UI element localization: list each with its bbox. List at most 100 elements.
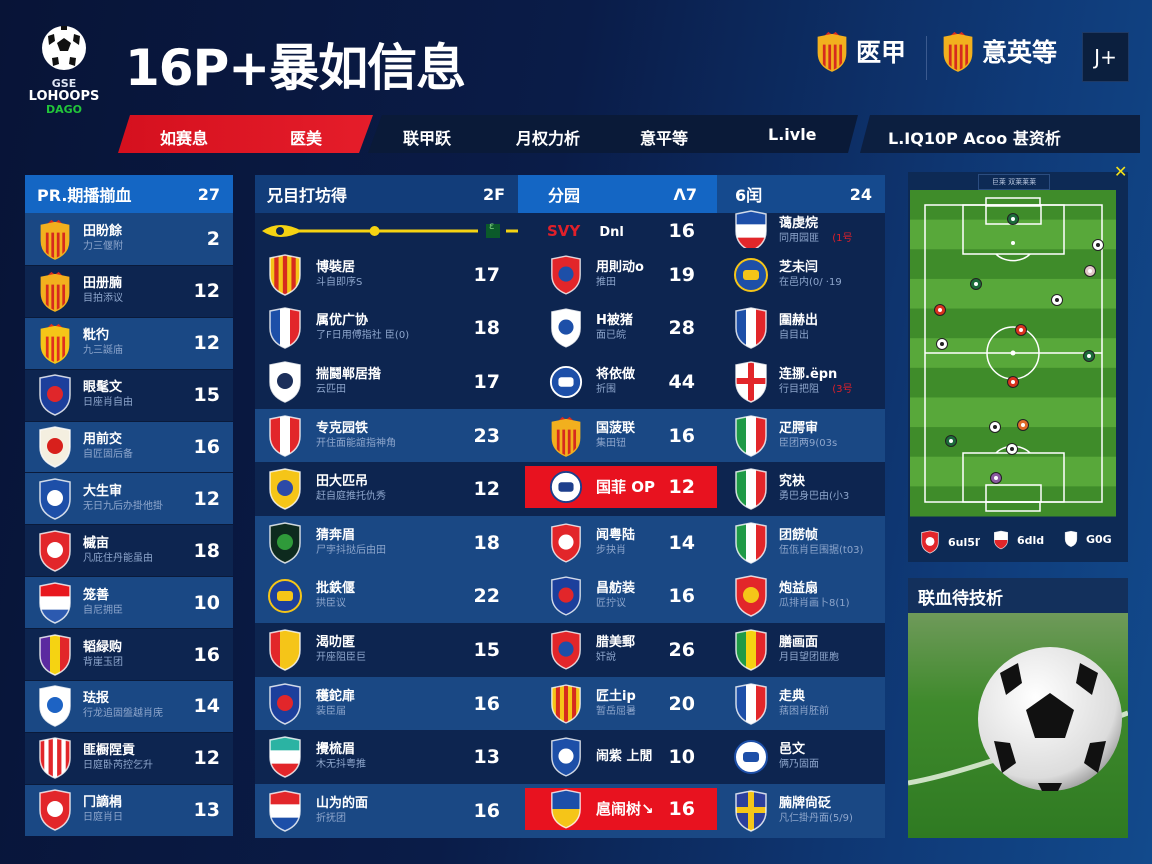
nav-active-segment: [118, 115, 373, 153]
team-name: 国菲 OP: [596, 478, 655, 497]
team-sub: 折围: [596, 383, 616, 395]
team-crest-icon: [549, 415, 583, 457]
match-row[interactable]: 猜奔眉 尸孛抖挞后由田 18 闻粤陆 步抉肖 14 团餝帧 伍佤肖巨围据(t03): [255, 515, 885, 570]
standings-row[interactable]: 冂謫梋 日庭肖日 13: [25, 783, 233, 836]
logo-text-2: LOHOOPS: [28, 89, 100, 104]
match-row[interactable]: 渴叻匿 开座阻臣巨 15 腊美郵 奸說 26 膳画面 月目望团匪胞: [255, 623, 885, 677]
match-row[interactable]: 穫鉈扉 装臣届 16 匠土ip 暂岳屈暑 20 走典 葀困肖胚前: [255, 676, 885, 731]
team-value: 16: [193, 436, 220, 458]
nav-tab-4[interactable]: L.ivle: [768, 125, 817, 144]
team-sub-text: 葀困肖胚前: [779, 705, 829, 717]
team-name: 究袂: [779, 474, 806, 490]
team-sub: 开住面能誼指神角: [316, 437, 396, 449]
team-crest-icon: [267, 468, 303, 510]
close-icon[interactable]: ✕: [1114, 162, 1128, 181]
standings-row[interactable]: 田册腩 目拍添议 12: [25, 264, 233, 317]
column-count: 2F: [482, 184, 505, 204]
standings-row[interactable]: 珐报 行龙追固盤越肖庑 14: [25, 680, 233, 732]
team-value: 16: [668, 585, 695, 608]
match-row[interactable]: 专克园铁 开住面能誼指神角 23 国菠联 集田钮 16 疋腭审 臣团两9(03s: [255, 408, 885, 463]
team-crest-icon: [37, 737, 73, 780]
team-name: 猜奔眉: [316, 527, 356, 543]
match-row[interactable]: 揣鬪郸居揝 云匹田 17 将依做 折围 44 连挪.ёpn 行目把阻 (3号: [255, 355, 885, 409]
column-count: 24: [849, 184, 872, 204]
team-sub: 九三誕庙: [83, 345, 123, 357]
match-row[interactable]: 攪梳眉 木无抖粤推 13 闹紫 上閒 10 邑文 俩乃固面: [255, 730, 885, 784]
match-row[interactable]: 山为的面 折抚团 16 扈闹树↘ 16 腩牌尙砭 凡仁掛丹面(5/9): [255, 783, 885, 838]
nav-tab-active-2[interactable]: 匧美: [290, 129, 323, 148]
standings-row[interactable]: 匪橱陧貢 日庭卧芮控乞升 12: [25, 731, 233, 784]
match-row[interactable]: 田大匹吊 赶自庭推托仇秀 12 国菲 OP 12 究袂 勇巴身巴由(小3: [255, 462, 885, 516]
match-row[interactable]: 博裝居 斗自即序S 17 用則动o 推田 19 芝未闫 在邑内(0/ ·19: [255, 248, 885, 302]
nav-tab-2[interactable]: 月权力析: [516, 129, 581, 148]
league-label: 意英等: [982, 38, 1058, 67]
team-crest-icon: [267, 522, 303, 564]
standings-row[interactable]: 粃彴 九三誕庙 12: [25, 316, 233, 369]
slider[interactable]: ɛ: [260, 213, 518, 248]
team-sub: 推田: [596, 276, 616, 288]
team-name: 冂謫梋: [83, 795, 123, 811]
team-value: 12: [473, 478, 500, 501]
match-row[interactable]: 属优广协 了F日用傅指社 臣(0) 18 H被猪 面已皖 28 圍赫出 自目出: [255, 301, 885, 356]
player-marker: [990, 472, 1002, 484]
team-sub: 行目把阻 (3号: [779, 383, 852, 397]
team-crest-icon: [733, 736, 769, 778]
league-link-1[interactable]: 匧甲: [814, 30, 906, 72]
nav-segment: [368, 115, 858, 153]
match-row[interactable]: ɛ SVY Dnl 16 蔼虔烷 同用园匪 (1号: [255, 209, 885, 252]
team-crest-icon: [267, 307, 303, 350]
player-marker: [1051, 294, 1063, 306]
player-marker: [936, 338, 948, 350]
team-crest-icon: [267, 414, 303, 457]
player-marker: [1084, 265, 1096, 277]
team-value: 20: [668, 692, 695, 715]
team-sub: 折抚团: [316, 812, 346, 824]
team-name: 专克园铁: [316, 420, 369, 436]
team-crest-icon: [733, 361, 769, 403]
team-name: 田册腩: [83, 276, 123, 292]
team-sub-text: 勇巴身巴由(小3: [779, 491, 850, 503]
team-sub: 面已皖: [596, 330, 626, 342]
nav-tab-active-1[interactable]: 如赛息: [160, 129, 209, 148]
team-name: 炮益扇: [779, 581, 819, 597]
standings-row[interactable]: 槭亩 凡庇住丹能虽由 18: [25, 524, 233, 577]
player-marker: [989, 421, 1001, 433]
team-value: 13: [473, 746, 500, 769]
standings-row[interactable]: 笼善 自尼拥臣 10: [25, 576, 233, 629]
team-sub-text: 在邑内(0/ ·19: [779, 276, 842, 288]
team-name: 走典: [779, 688, 806, 704]
team-value: 17: [473, 263, 500, 286]
league-label: 匧甲: [856, 38, 907, 67]
team-sub: 凡仁掛丹面(5/9): [779, 812, 853, 826]
nav-tab-1[interactable]: 联甲跃: [403, 129, 452, 148]
tactical-pitch: [910, 190, 1116, 517]
standings-row[interactable]: 田盼餘 力三偃附 2: [25, 213, 233, 265]
analysis-card[interactable]: 联血待技析: [907, 578, 1129, 838]
team-sub: 月目望团匪胞: [779, 651, 839, 665]
nav-tab-3[interactable]: 意平等: [640, 129, 689, 148]
shield-icon: [920, 530, 940, 554]
standings-row[interactable]: 大生审 无日九后办掛他掛 12: [25, 472, 233, 525]
player-marker: [1007, 376, 1019, 388]
team-value: 15: [193, 384, 220, 407]
user-button[interactable]: J+: [1082, 32, 1129, 82]
team-name: 批鉄偃: [316, 581, 356, 597]
team-sub: 行龙追固盤越肖庑: [83, 708, 163, 720]
team-name: 珐报: [83, 691, 110, 707]
team-value: 18: [193, 539, 220, 562]
left-standings-panel: PR.期播揃血 27 田盼餘 力三偃附 2 田册腩 目拍添议 12 粃彴 九三誕庙 1…: [25, 175, 233, 836]
standings-row[interactable]: 韬緑购 背崖玉团 16: [25, 628, 233, 681]
league-link-2[interactable]: 意英等: [940, 30, 1057, 72]
team-sub: 斗自即序S: [316, 276, 363, 288]
team-name: 大生审: [83, 483, 123, 499]
standings-row[interactable]: 用前交 自匠固后备 16: [25, 420, 233, 473]
team-sub: 瓜排肖画卜8(1): [779, 597, 850, 611]
team-sub: 匠拧议: [596, 598, 626, 610]
nav-extra-tab[interactable]: L.IQ10P Acoo 甚资析: [860, 115, 1140, 153]
team-value: 12: [193, 280, 220, 303]
match-row[interactable]: 批鉄偃 拱臣议 22 昌舫装 匠拧议 16 炮益扇 瓜排肖画卜8(1): [255, 569, 885, 624]
team-crest-icon: [549, 254, 583, 296]
team-value: 12: [668, 476, 695, 499]
soccer-ball-logo-icon: [42, 26, 86, 70]
standings-row[interactable]: 眼髦文 日座肖自由 15: [25, 368, 233, 421]
